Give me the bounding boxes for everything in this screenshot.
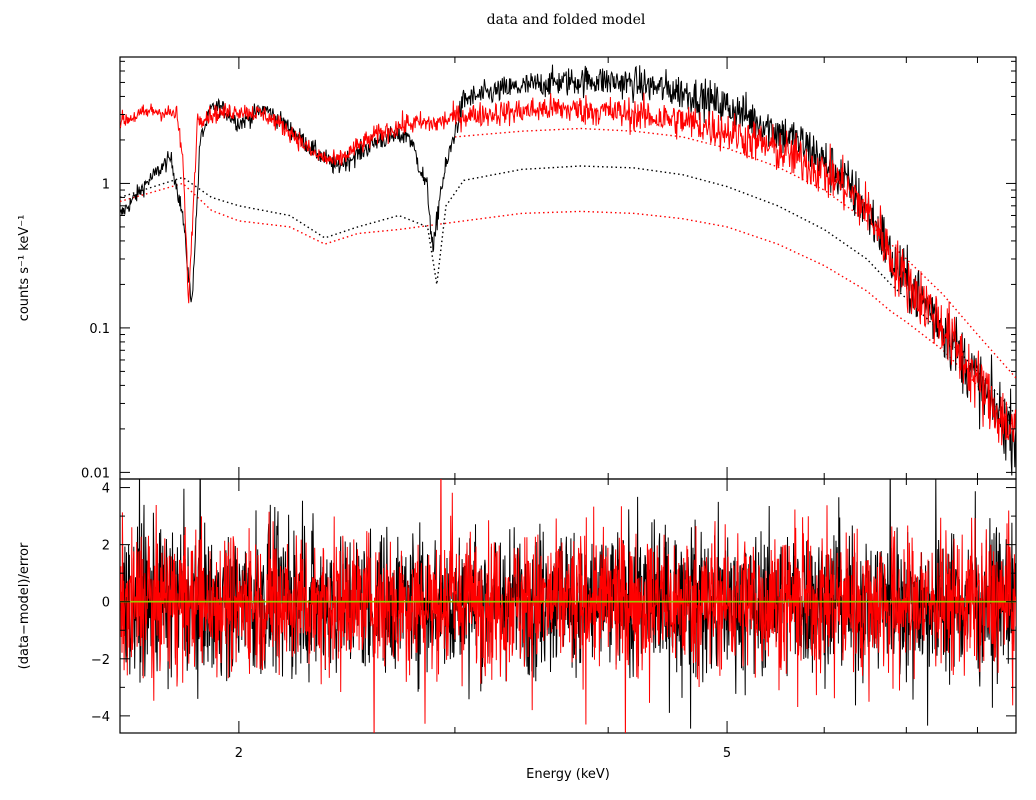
x-tick-label: 5 — [723, 746, 731, 761]
spectrum-y-axis-label: counts s⁻¹ keV⁻¹ — [17, 215, 32, 322]
y-tick-label: −2 — [91, 653, 110, 668]
y-tick-label: 4 — [102, 482, 110, 497]
residuals-panel: −4 −2 0 2 4 (data−model)/error — [17, 478, 1017, 734]
y-tick-label: 2 — [102, 539, 110, 554]
spectrum-panel-frame — [119, 56, 1017, 480]
chart-title: data and folded model — [487, 12, 646, 28]
y-tick-label: 0.1 — [89, 322, 110, 337]
y-tick-label: −4 — [91, 710, 110, 725]
spectrum-y-ticks: 0.01 0.1 1 — [81, 60, 1016, 481]
y-tick-label: 1 — [102, 177, 110, 192]
residuals-data-line — [120, 479, 1016, 733]
residuals-plot-area — [120, 479, 1016, 733]
residuals-y-ticks: −4 −2 0 2 4 — [91, 482, 1016, 725]
spectrum-plot-area — [120, 64, 1016, 476]
spectrum-data-line — [120, 92, 1016, 446]
spectrum-model-line — [454, 127, 1016, 379]
spectrum-panel: 0.01 0.1 1 counts s⁻¹ keV⁻¹ — [17, 56, 1017, 481]
spectrum-model-line — [120, 182, 1016, 430]
spectrum-data-line — [120, 64, 1016, 476]
y-tick-label: 0.01 — [81, 466, 110, 481]
x-axis-label: Energy (keV) — [526, 767, 610, 782]
x-tick-label: 2 — [235, 746, 243, 761]
residuals-y-axis-label: (data−model)/error — [17, 542, 32, 669]
spectrum-model-line — [120, 165, 1016, 416]
y-tick-label: 0 — [102, 596, 110, 611]
